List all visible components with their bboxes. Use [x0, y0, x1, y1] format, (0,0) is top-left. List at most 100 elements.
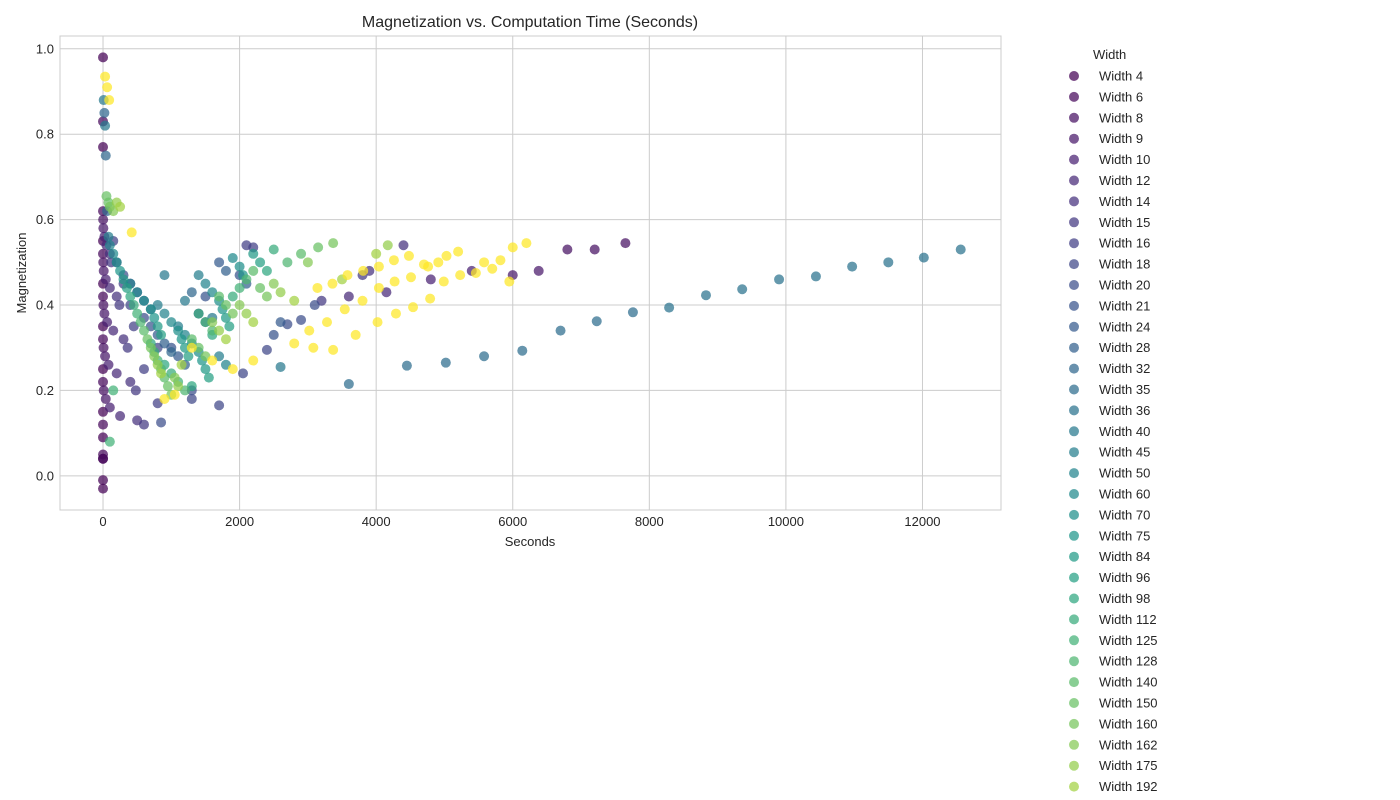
data-point: [234, 261, 245, 272]
legend-marker: [1069, 71, 1079, 81]
data-point: [103, 359, 114, 370]
data-point: [220, 265, 231, 276]
data-point: [214, 325, 225, 336]
legend-marker: [1069, 384, 1079, 395]
data-point: [104, 240, 115, 251]
data-point: [103, 231, 114, 242]
legend-marker: [1069, 656, 1079, 667]
data-point: [268, 278, 279, 289]
data-point: [224, 321, 235, 332]
data-point: [227, 291, 238, 302]
data-point: [102, 317, 113, 328]
data-point: [487, 263, 498, 274]
legend-label: Width 16: [1099, 236, 1150, 251]
data-point: [302, 257, 313, 268]
data-point: [166, 317, 177, 328]
legend-label: Width 20: [1099, 278, 1150, 293]
legend-label: Width 192: [1099, 779, 1158, 794]
legend-marker: [1069, 635, 1079, 646]
data-point: [128, 300, 139, 311]
data-point: [358, 265, 369, 276]
data-point: [99, 308, 110, 319]
data-point: [312, 282, 323, 293]
data-point: [227, 364, 238, 375]
data-point: [248, 248, 259, 259]
legend-marker: [1069, 718, 1079, 729]
data-point: [248, 265, 259, 276]
legend-label: Width 128: [1099, 654, 1158, 669]
data-point: [241, 274, 252, 285]
data-point: [918, 252, 929, 263]
data-point: [214, 291, 225, 302]
data-point: [289, 295, 300, 306]
data-point: [156, 329, 167, 340]
legend-label: Width 12: [1099, 173, 1150, 188]
legend-label: Width 60: [1099, 487, 1150, 502]
data-point: [98, 257, 109, 268]
x-tick-label: 10000: [768, 514, 804, 529]
data-point: [98, 214, 109, 225]
legend-marker: [1069, 300, 1079, 311]
data-point: [371, 248, 382, 259]
legend-label: Width 98: [1099, 591, 1150, 606]
data-point: [183, 351, 194, 362]
data-point: [186, 342, 197, 353]
legend-marker: [1069, 321, 1079, 332]
data-point: [398, 240, 409, 251]
data-point: [261, 291, 272, 302]
data-point: [589, 244, 600, 255]
legend-marker: [1069, 614, 1079, 625]
data-point: [433, 257, 444, 268]
legend-marker: [1069, 760, 1079, 771]
data-point: [381, 287, 392, 298]
legend-marker: [1069, 133, 1079, 144]
legend-marker: [1069, 530, 1079, 541]
data-point: [135, 317, 146, 328]
y-tick-label: 0.6: [36, 212, 54, 227]
data-point: [533, 265, 544, 276]
data-point: [169, 372, 180, 383]
data-point: [847, 261, 858, 272]
plot-area: [60, 36, 1001, 510]
data-point: [98, 300, 109, 311]
data-point: [382, 240, 393, 251]
x-tick-label: 8000: [635, 514, 664, 529]
legend-marker: [1069, 489, 1079, 499]
data-point: [132, 308, 143, 319]
data-point: [100, 150, 111, 161]
data-point: [955, 244, 966, 255]
data-point: [268, 329, 279, 340]
data-point: [591, 316, 602, 327]
legend-label: Width 75: [1099, 528, 1150, 543]
data-point: [104, 95, 115, 106]
data-point: [373, 282, 384, 293]
data-point: [111, 291, 122, 302]
data-point: [104, 436, 115, 447]
data-point: [176, 359, 187, 370]
data-point: [193, 270, 204, 281]
data-point: [282, 257, 293, 268]
data-point: [100, 71, 111, 82]
data-point: [700, 290, 711, 301]
data-point: [328, 344, 339, 355]
data-point: [162, 381, 173, 392]
data-point: [220, 300, 231, 311]
data-point: [156, 368, 167, 379]
plot-frame: [59, 35, 1002, 511]
legend-label: Width 14: [1099, 194, 1150, 209]
legend-title: Width: [1093, 47, 1126, 62]
data-point: [241, 308, 252, 319]
data-point: [350, 329, 361, 340]
data-point: [98, 419, 109, 430]
legend-marker: [1069, 698, 1079, 708]
data-point: [125, 291, 136, 302]
data-point: [309, 300, 320, 311]
data-point: [440, 357, 451, 368]
legend-label: Width 96: [1099, 570, 1150, 585]
data-point: [234, 282, 245, 293]
legend-label: Width 28: [1099, 340, 1150, 355]
data-point: [114, 300, 125, 311]
legend-label: Width 50: [1099, 466, 1150, 481]
grid-lines: [60, 36, 1001, 510]
